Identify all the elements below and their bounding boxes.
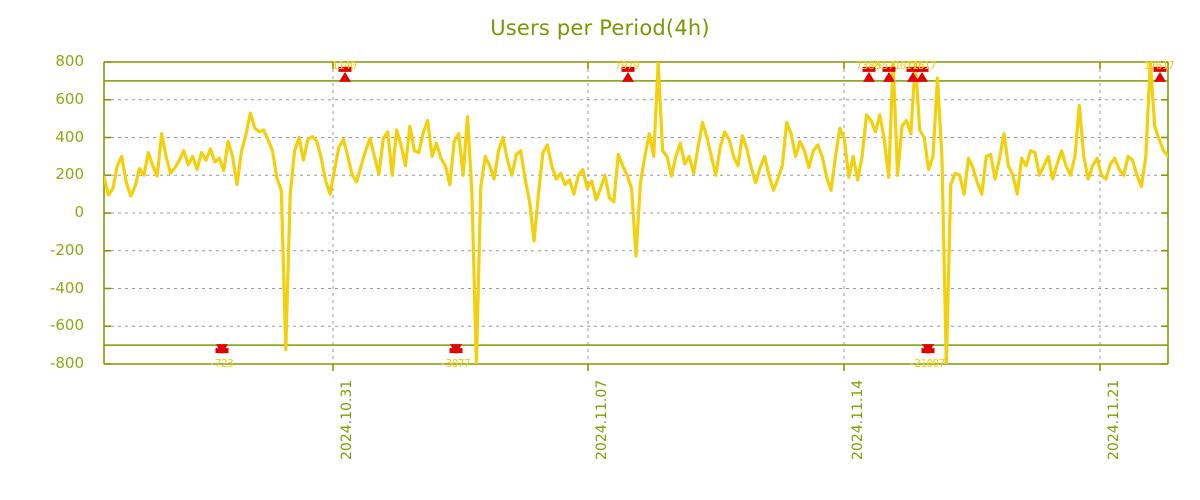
anomaly-value-label: 5571	[875, 58, 901, 72]
y-axis-tick-label: -200	[49, 240, 84, 259]
anomaly-value-label: 7388	[855, 58, 881, 72]
anomaly-value-label: -21007	[908, 357, 945, 371]
data-series	[104, 62, 1168, 364]
gridlines	[104, 62, 1168, 364]
anomaly-value-label: -3077	[439, 357, 471, 371]
y-axis-tick-label: 0	[74, 203, 84, 221]
x-axis-tick-label: 2024.10.31	[339, 379, 355, 460]
threshold-lines	[104, 80, 1168, 346]
y-axis-tick-label: -800	[49, 354, 84, 372]
anomaly-value-label: 0715	[899, 58, 925, 72]
anomaly-value-label: 1140	[331, 58, 357, 72]
chart-title: Users per Period(4h)	[490, 16, 710, 40]
x-axis-tick-label: 2024.11.21	[1106, 379, 1122, 460]
axis-lines	[103, 61, 1169, 371]
anomaly-value-label: 7979	[614, 58, 640, 72]
anomaly-value-label: 17617	[1143, 58, 1175, 72]
y-axis-tick-label: -600	[49, 316, 84, 335]
y-axis-tick-label: 600	[55, 89, 84, 108]
y-axis-tick-label: 800	[55, 52, 84, 70]
anomaly-value-label: 17617	[905, 58, 937, 72]
anomaly-value-label: -723	[208, 357, 234, 371]
y-axis-tick-label: -400	[49, 278, 84, 297]
y-axis-tick-label: 200	[55, 165, 84, 184]
x-axis-tick-label: 2024.11.14	[850, 379, 866, 460]
y-axis-tick-label: 400	[55, 127, 84, 146]
x-axis-tick-label: 2024.11.07	[594, 379, 610, 460]
anomaly-markers	[215, 66, 1167, 355]
